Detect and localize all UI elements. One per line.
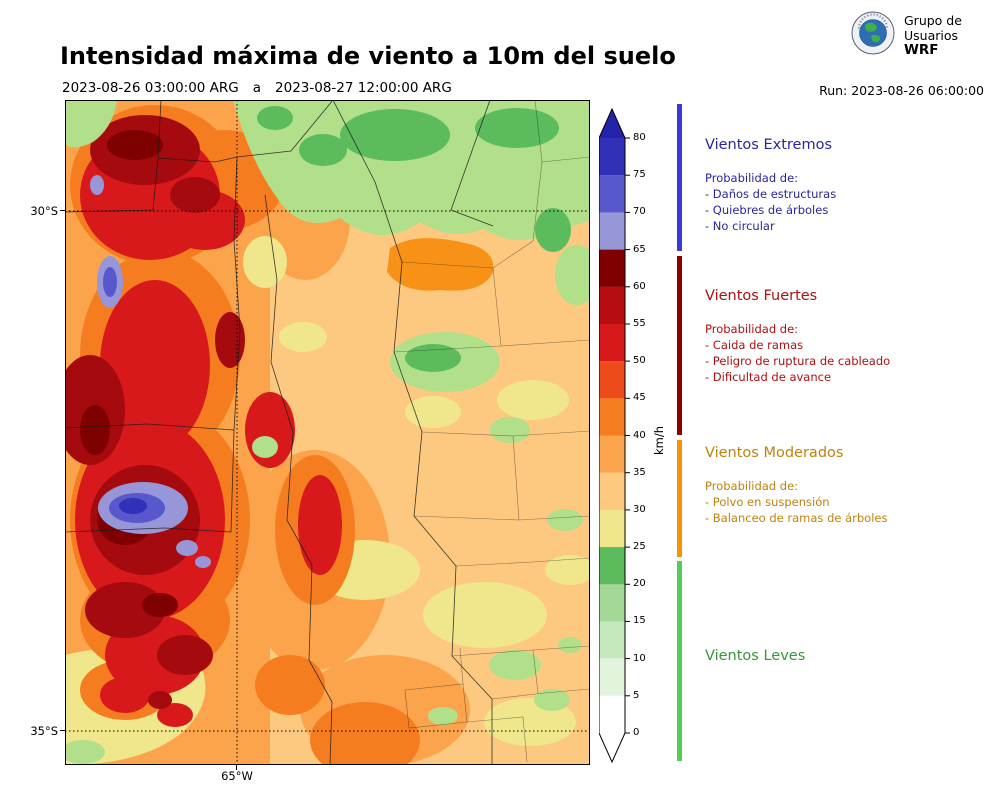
legend-title-fuertes: Vientos Fuertes <box>705 288 818 304</box>
legend-title-leves: Vientos Leves <box>705 648 806 664</box>
valid-from: 2023-08-26 03:00:00 ARG <box>62 80 239 96</box>
legend-item: - Dificultad de avance <box>705 370 832 384</box>
colorbar-tick-labels: 80 75 70 65 60 55 50 45 40 35 30 25 20 15 10 5 0 <box>633 132 646 764</box>
lat-tick-35s <box>60 730 65 731</box>
department-borders <box>393 100 590 763</box>
legend-items-fuertes: - Caida de ramas - Peligro de ruptura de … <box>705 337 995 385</box>
legend-prob-header-fuertes: Probabilidad de: <box>705 322 799 336</box>
legend-bar-leves <box>677 561 682 761</box>
colorbar-tick-label: 20 <box>633 578 646 590</box>
valid-separator: a <box>252 80 262 96</box>
wind-intensity-map <box>65 100 590 765</box>
run-timestamp: Run: 2023-08-26 06:00:00 <box>819 83 984 98</box>
logo-line-2: Usuarios <box>904 28 959 43</box>
colorbar-tick-label: 40 <box>633 429 646 441</box>
page-title: Intensidad máxima de viento a 10m del su… <box>60 42 676 71</box>
legend-section-moderados: Vientos Moderados Probabilidad de: - Pol… <box>705 445 995 526</box>
legend-bar-extremos <box>677 104 682 251</box>
colorbar <box>599 108 630 764</box>
logo-line-wrf: WRF <box>904 42 939 58</box>
colorbar-tick-label: 75 <box>633 169 646 181</box>
colorbar-tick-label: 15 <box>633 615 646 627</box>
legend-bar-moderados <box>677 440 682 557</box>
legend-item: - Quiebres de árboles <box>705 203 829 217</box>
colorbar-unit-label: km/h <box>652 425 666 455</box>
colorbar-tick-label: 5 <box>633 689 640 701</box>
legend-section-fuertes: Vientos Fuertes Probabilidad de: - Caida… <box>705 288 995 385</box>
grid-lines <box>65 100 590 765</box>
valid-to: 2023-08-27 12:00:00 ARG <box>275 80 452 96</box>
colorbar-segments <box>599 138 625 733</box>
colorbar-tick-label: 30 <box>633 503 646 515</box>
legend-title-moderados: Vientos Moderados <box>705 445 844 461</box>
valid-period: 2023-08-26 03:00:00 ARG a 2023-08-27 12:… <box>62 80 452 96</box>
logo-text: Grupo de Usuarios WRF <box>904 13 962 58</box>
colorbar-over-arrow <box>599 109 625 138</box>
colorbar-tick-marks <box>625 137 630 734</box>
green-zones <box>65 100 590 764</box>
colorbar-tick-label: 35 <box>633 466 646 478</box>
extreme-blue-zones <box>90 175 211 568</box>
legend-item: - Daños de estructuras <box>705 187 837 201</box>
legend-section-leves: Vientos Leves <box>705 648 995 664</box>
lat-label-35s: 35°S <box>30 724 58 738</box>
legend-item: - Balanceo de ramas de árboles <box>705 511 888 525</box>
colorbar-under-arrow <box>599 733 625 762</box>
colorbar-tick-label: 70 <box>633 206 646 218</box>
colorbar-tick-label: 10 <box>633 652 646 664</box>
colorbar-tick-label: 60 <box>633 280 646 292</box>
colorbar-tick-label: 65 <box>633 243 646 255</box>
wrf-logo-globe-icon <box>851 11 895 55</box>
colorbar-tick-label: 45 <box>633 392 646 404</box>
map-panel <box>65 100 590 765</box>
legend-items-extremos: - Daños de estructuras - Quiebres de árbo… <box>705 186 995 234</box>
legend-title-extremos: Vientos Extremos <box>705 137 833 153</box>
legend-item: - No circular <box>705 219 775 233</box>
legend-prob-header-extremos: Probabilidad de: <box>705 171 799 185</box>
legend-item: - Caida de ramas <box>705 338 804 352</box>
colorbar-tick-label: 50 <box>633 355 646 367</box>
legend-prob-header-moderados: Probabilidad de: <box>705 479 799 493</box>
colorbar-tick-label: 25 <box>633 541 646 553</box>
map-frame <box>65 100 590 765</box>
logo-line-1: Grupo de <box>904 13 962 28</box>
lon-tick-65w <box>236 765 237 770</box>
lon-label-65w: 65°W <box>221 769 253 783</box>
colorbar-tick-label: 0 <box>633 727 640 738</box>
lat-label-30s: 30°S <box>30 204 58 218</box>
legend-item: - Polvo en suspensión <box>705 495 830 509</box>
legend-section-extremos: Vientos Extremos Probabilidad de: - Daño… <box>705 137 995 234</box>
legend-items-moderados: - Polvo en suspensión - Balanceo de ramas… <box>705 494 995 526</box>
colorbar-tick-label: 80 <box>633 132 646 143</box>
colorbar-tick-label: 55 <box>633 317 646 329</box>
legend-bar-fuertes <box>677 256 682 435</box>
lat-tick-30s <box>60 210 65 211</box>
legend-item: - Peligro de ruptura de cableado <box>705 354 891 368</box>
